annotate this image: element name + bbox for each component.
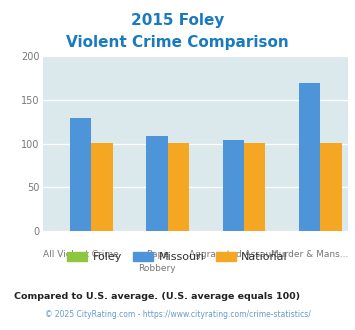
Bar [70, 118, 92, 231]
Bar [223, 140, 244, 231]
Legend: Foley, Missouri, National: Foley, Missouri, National [63, 248, 292, 267]
Bar [244, 143, 266, 231]
Text: Compared to U.S. average. (U.S. average equals 100): Compared to U.S. average. (U.S. average … [14, 292, 300, 301]
Text: © 2025 CityRating.com - https://www.cityrating.com/crime-statistics/: © 2025 CityRating.com - https://www.city… [45, 311, 310, 319]
Text: Rape: Rape [146, 250, 169, 259]
Text: All Violent Crime: All Violent Crime [43, 250, 119, 259]
Text: Murder & Mans...: Murder & Mans... [271, 250, 348, 259]
Bar [146, 136, 168, 231]
Text: 2015 Foley: 2015 Foley [131, 13, 224, 28]
Bar [168, 143, 189, 231]
Bar [321, 143, 342, 231]
Text: Aggravated Assault: Aggravated Assault [189, 250, 278, 259]
Text: Violent Crime Comparison: Violent Crime Comparison [66, 35, 289, 50]
Text: Robbery: Robbery [138, 264, 176, 273]
Bar [92, 143, 113, 231]
Bar [299, 83, 321, 231]
